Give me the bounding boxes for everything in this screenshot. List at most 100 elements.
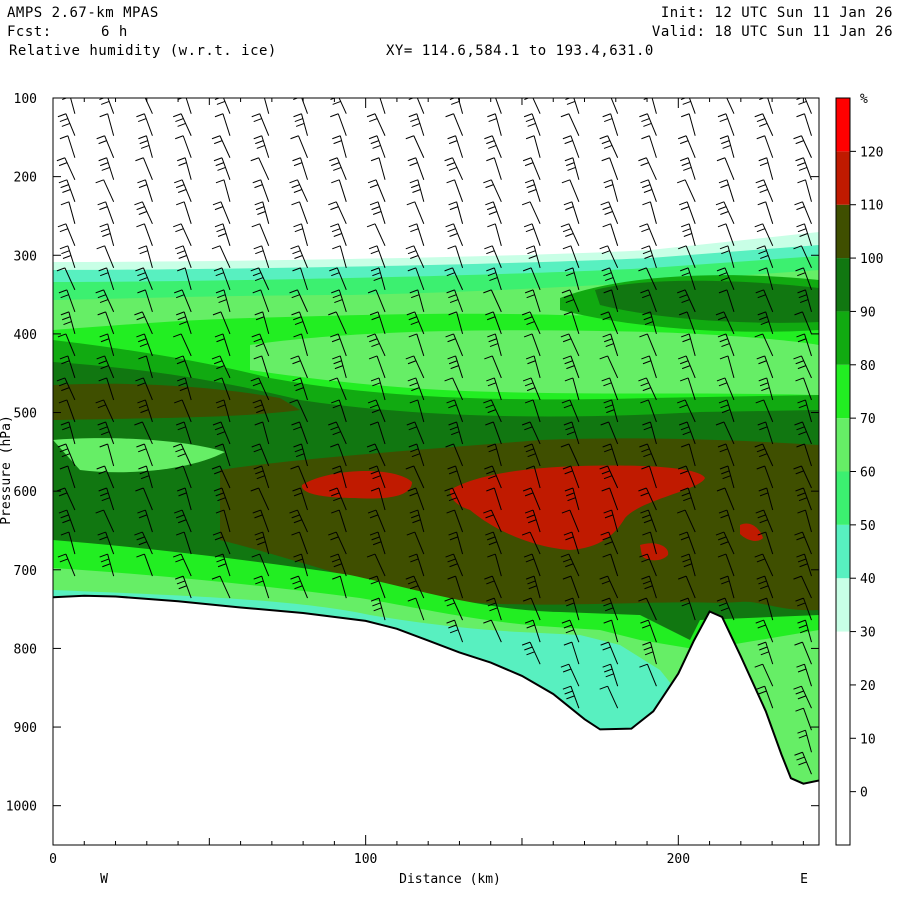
wind-barb-feather: [331, 272, 340, 277]
wind-barb-feather: [137, 509, 146, 514]
wind-barb-feather: [680, 487, 689, 492]
wind-barb-shaft: [220, 201, 231, 224]
wind-barb-feather: [604, 541, 613, 546]
wind-barb-feather: [524, 646, 533, 651]
wind-barb-feather: [756, 448, 766, 453]
wind-barb-shaft: [727, 135, 735, 158]
wind-barb-feather: [294, 255, 303, 259]
wind-barb-feather: [97, 294, 107, 299]
wind-barb-feather: [173, 553, 182, 558]
wind-barb-shaft: [221, 267, 231, 291]
wind-barb-shaft: [261, 245, 270, 268]
wind-barb-feather: [755, 509, 764, 514]
wind-barb-shaft: [378, 377, 386, 401]
wind-barb-feather: [566, 431, 576, 436]
wind-barb-feather: [604, 607, 614, 612]
wind-barb-feather: [174, 399, 183, 404]
wind-barb-feather: [601, 267, 610, 272]
wind-barb-shaft: [180, 223, 192, 247]
wind-barb-shaft: [725, 113, 735, 136]
wind-barb-feather: [566, 162, 575, 167]
wind-barb-feather: [410, 255, 419, 259]
wind-barb-feather: [134, 531, 143, 536]
wind-barb-feather: [57, 333, 67, 338]
wind-barb-shaft: [106, 487, 115, 511]
wind-barb-feather: [602, 223, 611, 228]
wind-barb-feather: [679, 404, 688, 409]
wind-barb-feather: [603, 289, 612, 294]
wind-barb-shaft: [725, 223, 735, 246]
wind-barb-shaft: [141, 201, 153, 225]
wind-barb-feather: [599, 245, 608, 250]
rh-core-east: [740, 523, 763, 541]
wind-barb-shaft: [684, 509, 696, 533]
wind-barb-shaft: [68, 421, 76, 445]
wind-barb-shaft: [339, 135, 347, 158]
wind-barb-shaft: [142, 487, 153, 511]
wind-barb-shaft: [765, 531, 774, 555]
wind-barb-shaft: [376, 465, 386, 489]
wind-barb-feather: [602, 316, 611, 321]
wind-barb-shaft: [456, 201, 464, 224]
wind-barb-shaft: [456, 531, 464, 555]
wind-barb-feather: [250, 267, 259, 272]
wind-barb-feather: [256, 409, 265, 414]
wind-barb-shaft: [374, 223, 386, 247]
wind-barb-shaft: [801, 575, 812, 599]
wind-barb-feather: [447, 245, 456, 250]
wind-barb-feather: [410, 118, 419, 123]
x-tick-label: 0: [49, 852, 57, 867]
wind-barb-feather: [484, 245, 493, 250]
wind-barb-feather: [254, 404, 263, 409]
wind-barb-shaft: [416, 443, 425, 467]
wind-barb-feather: [412, 519, 421, 524]
wind-barb-shaft: [572, 157, 580, 180]
wind-barb-shaft: [764, 575, 774, 599]
wind-barb-feather: [798, 734, 807, 739]
wind-barb-shaft: [377, 311, 386, 335]
wind-barb-feather: [368, 465, 378, 470]
colorbar-label: 110: [860, 199, 883, 214]
wind-barb-shaft: [723, 531, 735, 555]
wind-barb-feather: [563, 624, 573, 629]
wind-barb-shaft: [260, 179, 270, 202]
wind-barb-feather: [760, 255, 769, 259]
wind-barb-feather: [366, 333, 376, 338]
wind-barb-shaft: [66, 509, 76, 533]
wind-barb-shaft: [105, 311, 115, 335]
wind-barb-feather: [97, 311, 106, 316]
wind-barb-feather: [565, 563, 574, 568]
wind-barb-feather: [177, 267, 186, 272]
wind-barb-feather: [485, 311, 494, 316]
wind-barb-feather: [561, 179, 571, 184]
wind-barb-shaft: [494, 333, 502, 357]
wind-barb-feather: [486, 157, 495, 162]
wind-barb-feather: [100, 272, 109, 277]
wind-barb-shaft: [454, 179, 464, 202]
wind-barb-shaft: [335, 311, 347, 335]
wind-barb-feather: [563, 641, 573, 646]
wind-barb-feather: [483, 289, 492, 294]
wind-barb-shaft: [338, 399, 347, 423]
wind-barb-feather: [599, 355, 608, 360]
wind-barb-feather: [291, 514, 300, 519]
wind-barb-feather: [603, 272, 612, 277]
colorbar-swatch: [836, 98, 850, 152]
wind-barb-feather: [448, 201, 457, 206]
wind-barb-feather: [794, 201, 803, 206]
wind-barb-feather: [562, 685, 572, 690]
wind-barb-feather: [60, 514, 69, 519]
wind-barb-feather: [797, 399, 806, 404]
wind-barb-feather: [216, 228, 225, 233]
wind-barb-feather: [796, 206, 805, 211]
colorbar-swatch: [836, 311, 850, 365]
wind-barb-shaft: [180, 553, 192, 577]
wind-barb-feather: [408, 316, 417, 321]
wind-barb-shaft: [725, 443, 735, 467]
wind-barb-feather: [522, 377, 532, 382]
wind-barb-feather: [254, 514, 263, 519]
wind-barb-feather: [330, 536, 339, 541]
wind-barb-feather: [212, 311, 222, 316]
wind-barb-feather: [369, 404, 379, 409]
valid-time: Valid: 18 UTC Sun 11 Jan 26: [651, 24, 893, 40]
